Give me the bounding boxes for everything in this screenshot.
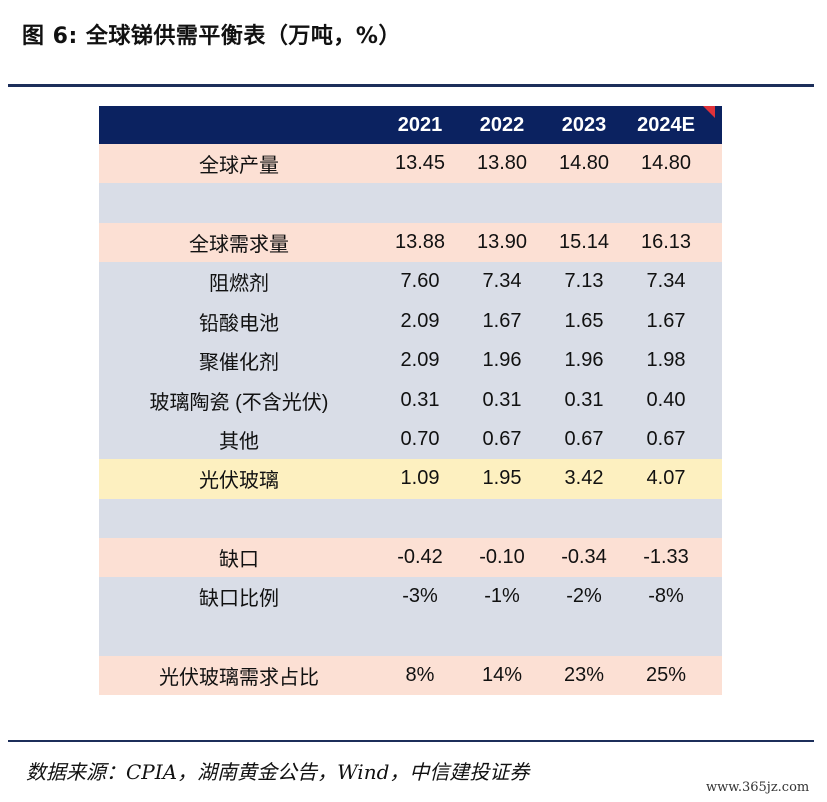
header-year-2023: 2023 <box>561 113 607 136</box>
table-row: 其他 0.70 0.67 0.67 0.67 <box>99 419 722 460</box>
row-value: 0.40 <box>646 388 686 411</box>
table-row: 阻燃剂 7.60 7.34 7.13 7.34 <box>99 262 722 302</box>
row-value: 1.67 <box>646 309 686 332</box>
row-value: 1.65 <box>564 309 604 332</box>
row-value: 1.09 <box>400 467 440 490</box>
row-value: 1.67 <box>482 309 522 332</box>
row-label: 阻燃剂 <box>209 273 269 296</box>
row-value: 1.96 <box>564 349 604 372</box>
row-value: 23% <box>563 664 605 687</box>
row-value: 4.07 <box>646 467 686 490</box>
corner-mark-icon <box>703 106 715 118</box>
row-value: 2.09 <box>400 309 440 332</box>
row-value: 3.42 <box>564 467 604 490</box>
row-label: 其他 <box>219 430 259 453</box>
header-year-2021: 2021 <box>397 113 443 136</box>
table-row: 光伏玻璃需求占比 8% 14% 23% 25% <box>99 656 722 696</box>
table-row: 全球产量 13.45 13.80 14.80 14.80 <box>99 144 722 184</box>
row-value: -2% <box>566 585 602 608</box>
row-value: 1.95 <box>482 467 522 490</box>
row-value: 16.13 <box>640 230 692 253</box>
row-value: 14.80 <box>558 152 610 175</box>
figure-title: 图 6: 全球锑供需平衡表（万吨，%） <box>22 24 401 49</box>
row-value: 1.96 <box>482 349 522 372</box>
supply-demand-table: 2021 2022 2023 2024E 全球产量 13.45 13.80 14.80… <box>99 106 722 696</box>
watermark-text: www.365jz.com <box>706 780 810 795</box>
row-value: 13.90 <box>476 230 528 253</box>
row-value: 0.67 <box>646 427 686 450</box>
row-label: 聚催化剂 <box>199 352 279 375</box>
row-label: 光伏玻璃 <box>199 470 279 493</box>
row-value: -8% <box>648 585 684 608</box>
row-value: -0.10 <box>479 546 525 569</box>
row-value: 0.31 <box>400 388 440 411</box>
row-value: 14% <box>481 664 523 687</box>
row-value: 1.98 <box>646 349 686 372</box>
row-value: 0.67 <box>482 427 522 450</box>
row-value: 25% <box>645 664 687 687</box>
row-label: 玻璃陶瓷 (不含光伏) <box>149 391 329 414</box>
row-value: -1.33 <box>643 546 689 569</box>
row-value: 14.80 <box>640 152 692 175</box>
row-value: 15.14 <box>558 230 610 253</box>
table-row: 玻璃陶瓷 (不含光伏) 0.31 0.31 0.31 0.40 <box>99 380 722 420</box>
row-value: 7.34 <box>646 270 686 293</box>
top-rule <box>8 84 814 87</box>
row-value: 13.80 <box>476 152 528 175</box>
row-value: -0.34 <box>561 546 607 569</box>
header-year-2022: 2022 <box>479 113 525 136</box>
header-year-2024e: 2024E <box>637 113 695 136</box>
table-row: 全球需求量 13.88 13.90 15.14 16.13 <box>99 222 722 263</box>
row-label: 缺口比例 <box>199 588 279 611</box>
row-value: -0.42 <box>397 546 443 569</box>
table-row: 铅酸电池 2.09 1.67 1.65 1.67 <box>99 301 722 341</box>
row-value: 13.88 <box>394 230 446 253</box>
row-value: -1% <box>484 585 520 608</box>
table-row <box>99 498 722 538</box>
row-label: 铅酸电池 <box>199 312 279 335</box>
row-value: 0.31 <box>564 388 604 411</box>
row-value: 7.60 <box>400 270 440 293</box>
row-label: 光伏玻璃需求占比 <box>159 667 319 690</box>
table-row: 缺口 -0.42 -0.10 -0.34 -1.33 <box>99 537 722 578</box>
table-row: 聚催化剂 2.09 1.96 1.96 1.98 <box>99 340 722 381</box>
table-header-row: 2021 2022 2023 2024E <box>99 106 722 144</box>
row-value: 7.13 <box>564 270 604 293</box>
table-row <box>99 616 722 657</box>
row-value: 7.34 <box>482 270 522 293</box>
table-row: 光伏玻璃 1.09 1.95 3.42 4.07 <box>99 459 722 499</box>
row-value: 0.67 <box>564 427 604 450</box>
row-label: 全球产量 <box>199 155 279 178</box>
row-label: 全球需求量 <box>189 233 289 256</box>
row-value: 8% <box>405 664 435 687</box>
row-label: 缺口 <box>219 549 259 572</box>
bottom-rule <box>8 740 814 742</box>
row-value: 0.31 <box>482 388 522 411</box>
table-row <box>99 183 722 223</box>
row-value: -3% <box>402 585 438 608</box>
table-row: 缺口比例 -3% -1% -2% -8% <box>99 577 722 617</box>
row-value: 2.09 <box>400 349 440 372</box>
source-note: 数据来源：CPIA，湖南黄金公告，Wind，中信建投证券 <box>26 760 530 784</box>
row-value: 0.70 <box>400 427 440 450</box>
row-value: 13.45 <box>394 152 446 175</box>
